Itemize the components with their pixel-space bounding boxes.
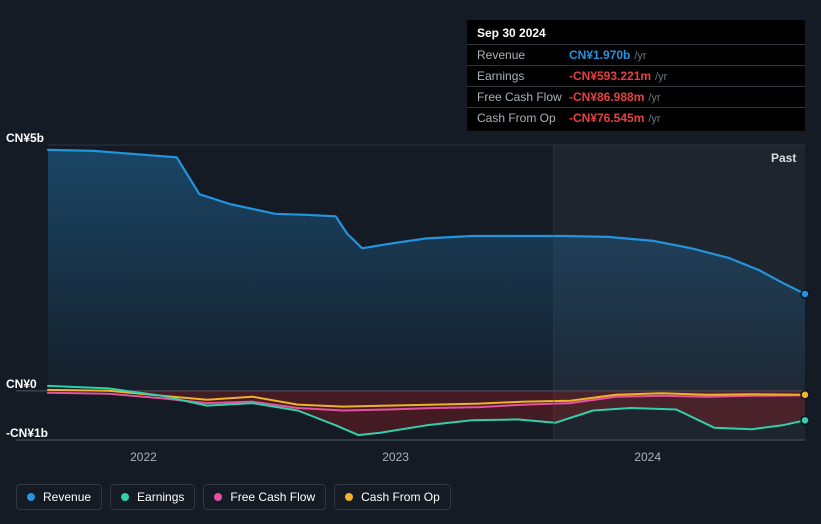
- legend-swatch: [121, 493, 129, 501]
- legend-label: Revenue: [43, 490, 91, 504]
- legend-item-revenue[interactable]: Revenue: [16, 484, 102, 510]
- legend-item-earnings[interactable]: Earnings: [110, 484, 195, 510]
- legend-label: Free Cash Flow: [230, 490, 315, 504]
- legend-swatch: [214, 493, 222, 501]
- legend-item-free-cash-flow[interactable]: Free Cash Flow: [203, 484, 326, 510]
- financials-chart: [0, 0, 821, 470]
- legend-item-cash-from-op[interactable]: Cash From Op: [334, 484, 451, 510]
- legend-label: Cash From Op: [361, 490, 440, 504]
- legend-swatch: [345, 493, 353, 501]
- chart-legend: Revenue Earnings Free Cash Flow Cash From O…: [16, 484, 451, 510]
- legend-swatch: [27, 493, 35, 501]
- legend-label: Earnings: [137, 490, 184, 504]
